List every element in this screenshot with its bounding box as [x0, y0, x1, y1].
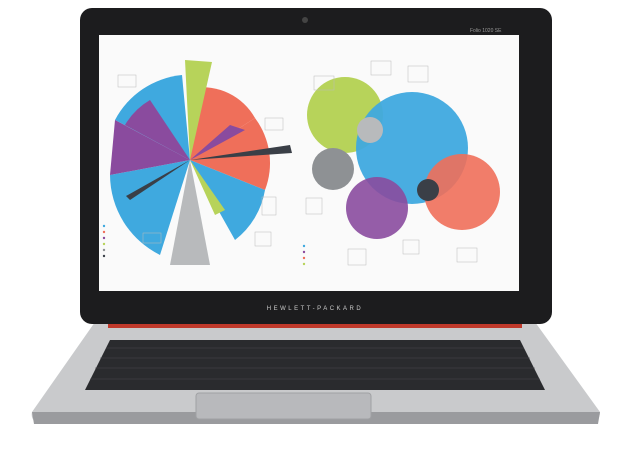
model-label: Folio 1020 SE [470, 28, 502, 34]
pie-wedge [190, 87, 255, 160]
bubble [424, 154, 500, 230]
bubble [346, 177, 408, 239]
hinge-accent [108, 322, 522, 328]
pie-wedge [190, 145, 292, 160]
brand-logo: HEWLETT-PACKARD [266, 306, 364, 312]
radial-pie-chart [110, 60, 292, 265]
pie-wedge [190, 125, 245, 160]
bubble [357, 117, 383, 143]
pie-wedge [125, 100, 190, 160]
pie-wedge [126, 160, 190, 200]
pie-wedge [185, 60, 212, 160]
pie-wedge [190, 160, 225, 215]
webcam-icon [302, 17, 308, 23]
pie-wedge [170, 160, 210, 265]
keyboard [85, 340, 545, 390]
legend [102, 224, 306, 266]
bubble [417, 179, 439, 201]
bubble-chart [307, 77, 500, 239]
pie-wedge [110, 120, 190, 175]
pie-wedge [110, 160, 190, 255]
pie-wedge [190, 160, 265, 240]
bubble [312, 148, 354, 190]
annotation-boxes [117, 60, 478, 266]
touchpad [195, 392, 372, 420]
